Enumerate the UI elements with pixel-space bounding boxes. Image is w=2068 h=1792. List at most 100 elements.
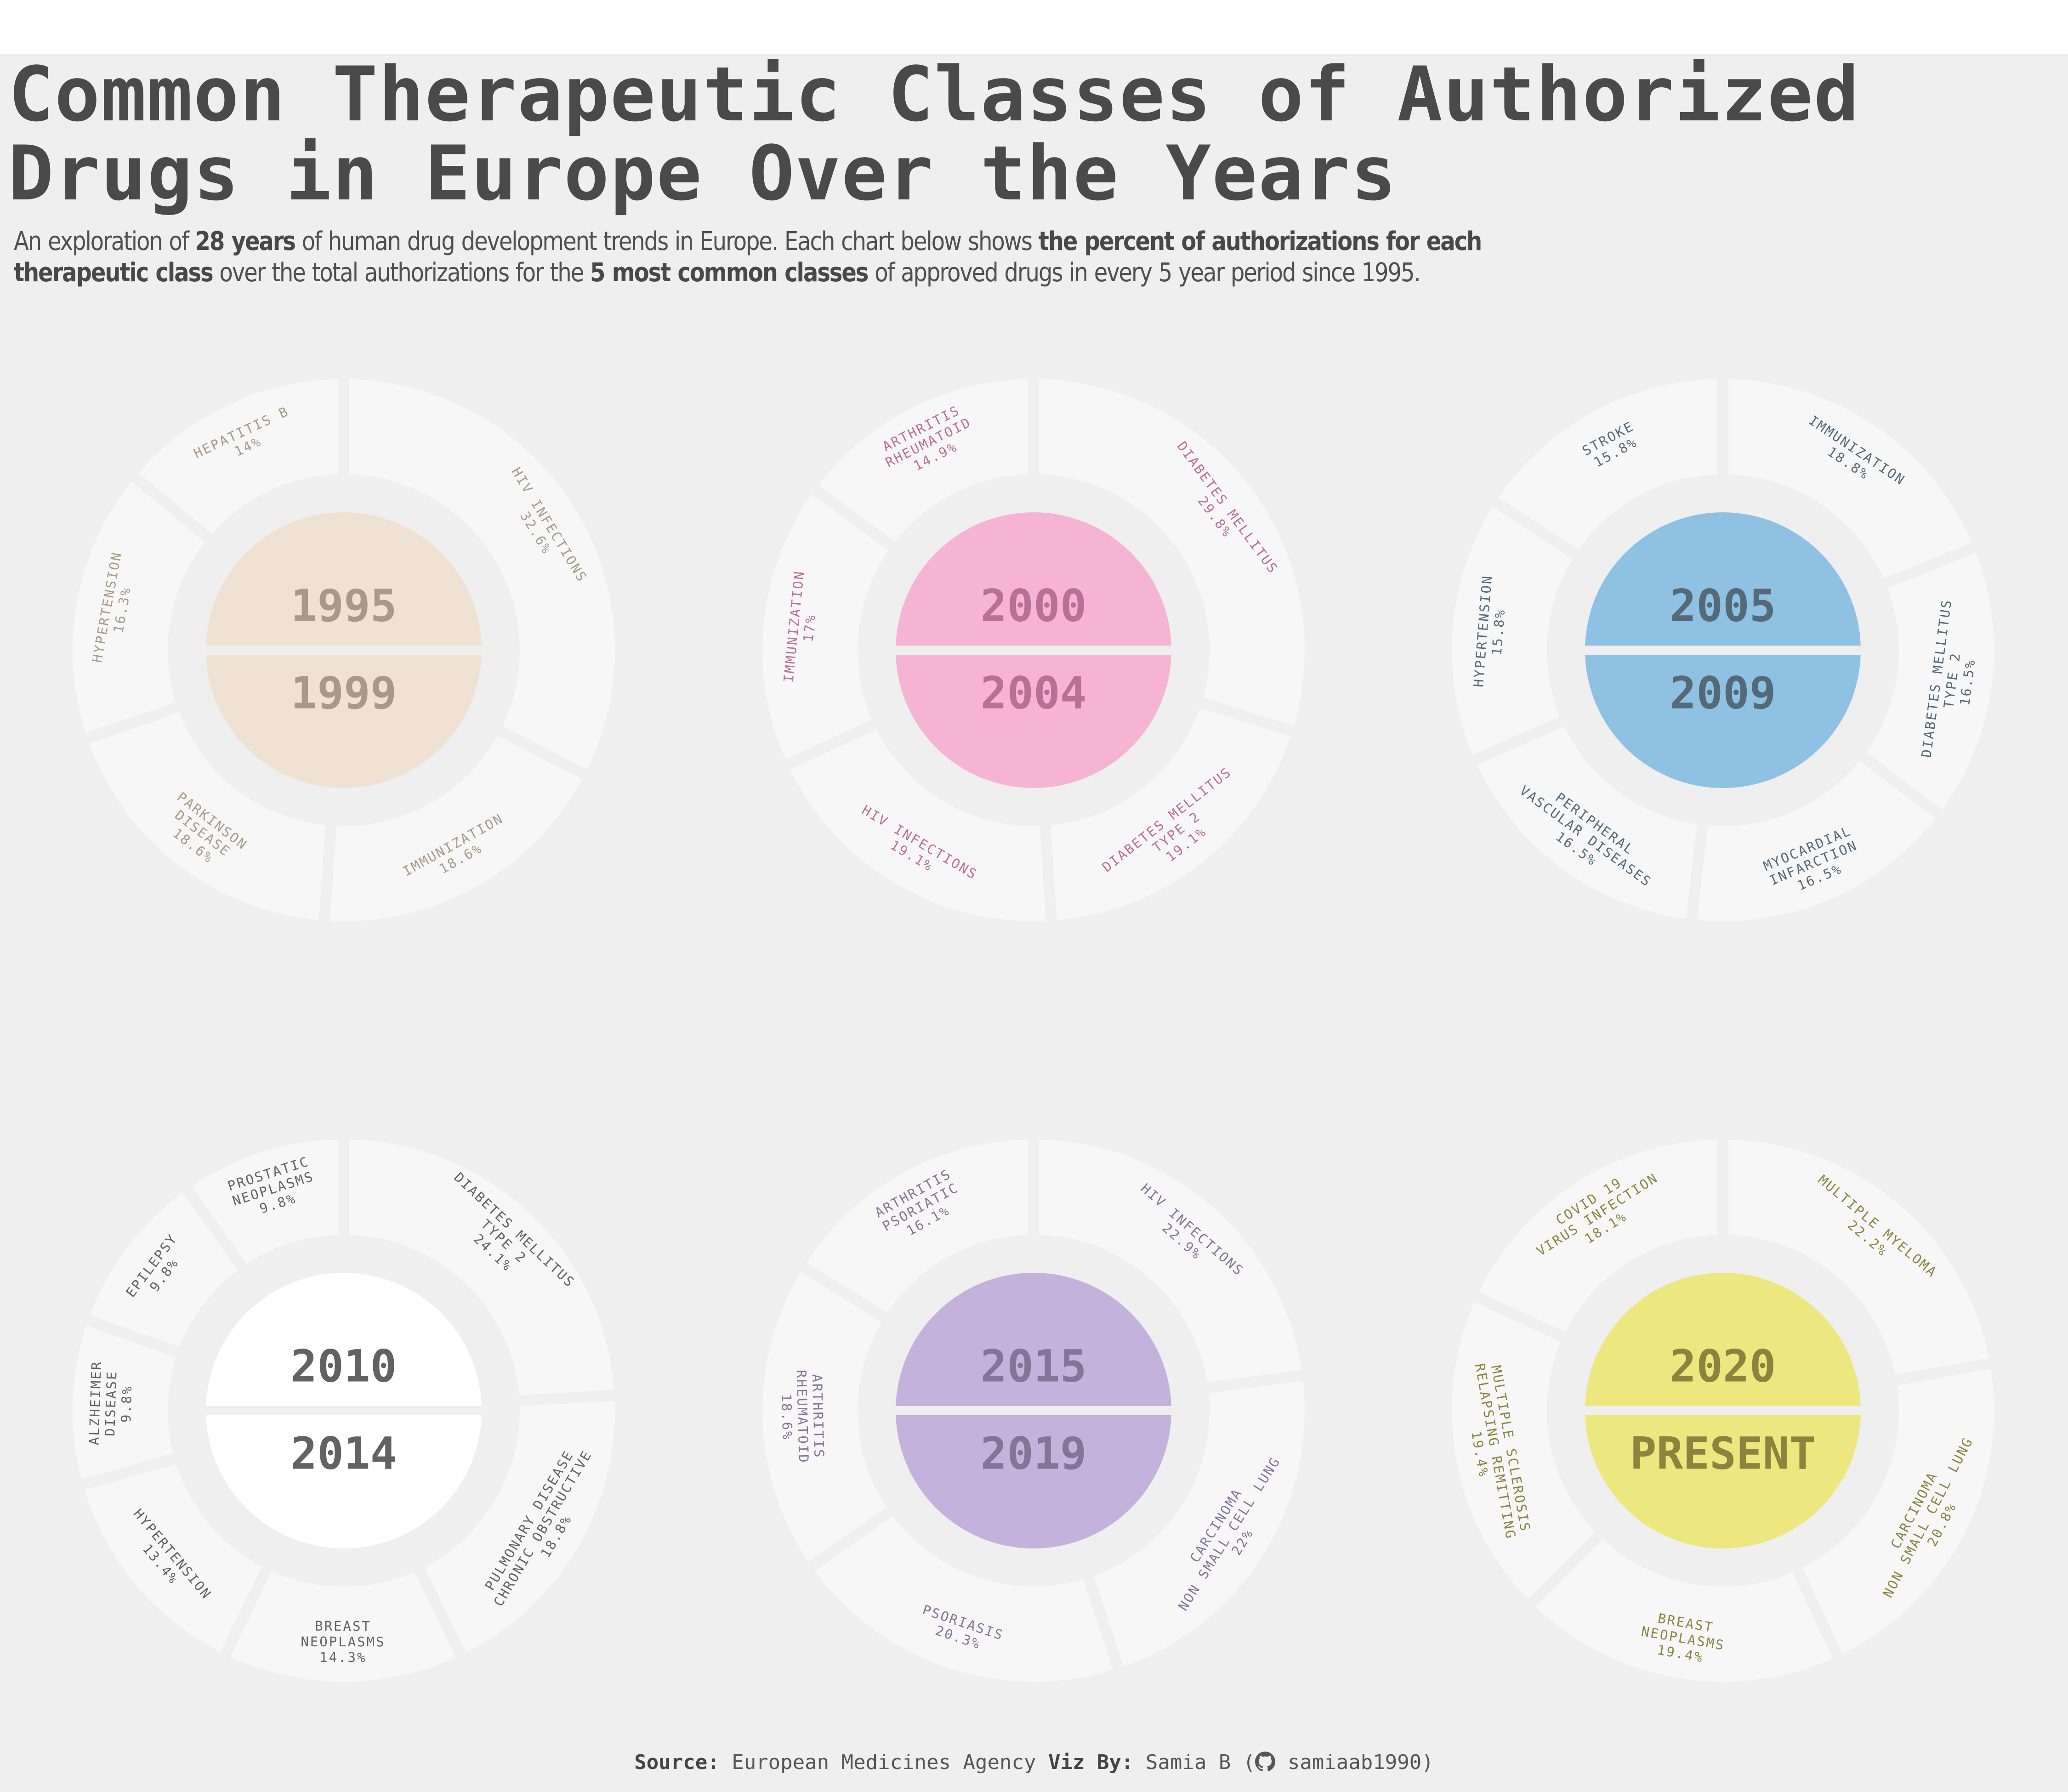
donut-slice — [349, 1140, 614, 1395]
github-icon — [1255, 1752, 1276, 1771]
subtitle-line-1: An exploration of 28 years of human drug… — [14, 226, 1713, 257]
author-name: Samia B ( — [1145, 1751, 1256, 1774]
center-top — [206, 1273, 482, 1406]
donut-slice — [84, 1464, 262, 1652]
donut-slice — [89, 712, 326, 920]
donut-slice — [330, 735, 582, 921]
slice-label-line: 15.8% — [1489, 608, 1508, 656]
slice-label-line: NEOPLASMS — [301, 1634, 385, 1650]
center-bottom — [896, 655, 1171, 788]
period-end: 1999 — [290, 667, 397, 719]
donut-slice — [1477, 726, 1697, 919]
source-label: Source: — [634, 1751, 720, 1774]
donut-slice — [349, 379, 615, 770]
subtitle-bold: therapeutic class — [14, 258, 214, 288]
center-top — [1585, 512, 1861, 646]
slice-label-line: BREAST — [315, 1618, 371, 1634]
subtitle-line-2: therapeutic class over the total authori… — [14, 257, 1713, 289]
donut-slice — [1697, 761, 1936, 921]
donut-slice — [73, 481, 205, 733]
donut-slice — [1452, 507, 1573, 755]
slice-label-line: 17% — [800, 613, 818, 642]
center-bottom — [1585, 1415, 1861, 1548]
viz-by-label: Viz By: — [1048, 1751, 1134, 1774]
center-top — [896, 512, 1171, 646]
page-title: Common Therapeutic Classes of Authorized… — [8, 55, 2053, 213]
period-end: 2014 — [290, 1428, 397, 1479]
subtitle-bold: the percent of authorizations for each — [1038, 227, 1483, 256]
period-start: 2010 — [290, 1340, 397, 1392]
donut-slice — [90, 1192, 238, 1347]
donut-slice — [1499, 379, 1718, 550]
donut-chart-1995: HIV INFECTIONS32.6%IMMUNIZATION18.6%PARK… — [73, 379, 615, 921]
top-band — [0, 0, 2068, 54]
slice-label-line: ARTHRITIS — [809, 1374, 827, 1459]
title-line-1: Common Therapeutic Classes of Authorized — [8, 51, 1860, 138]
donut-slice — [1728, 379, 1972, 578]
subtitle-text: of human drug development trends in Euro… — [295, 227, 1039, 256]
donut-slice — [1802, 1369, 1994, 1654]
slice-label-line: 14.3% — [319, 1650, 366, 1665]
center-top — [206, 512, 482, 646]
source-name: European Medicines Agency — [732, 1751, 1036, 1774]
subtitle-text: over the total authorizations for the — [212, 258, 590, 288]
donut-slice — [1051, 708, 1291, 920]
period-end: 2009 — [1670, 667, 1776, 719]
slice-label-line: RHEUMATOID — [793, 1370, 811, 1464]
subtitle-text: of approved drugs in every 5 year period… — [868, 258, 1421, 288]
center-bottom — [206, 655, 482, 788]
donut-slice — [1535, 1539, 1833, 1682]
title-line-2: Drugs in Europe Over the Years — [8, 130, 1398, 217]
period-start: 2005 — [1670, 580, 1776, 631]
donut-slice — [790, 729, 1046, 921]
period-end: PRESENT — [1630, 1428, 1816, 1479]
slice-label-line: 9.8% — [118, 1385, 135, 1423]
page-subtitle: An exploration of 28 years of human drug… — [14, 226, 1713, 289]
slice-label-line: 18.6% — [778, 1394, 795, 1441]
subtitle-bold: 5 most common classes — [590, 258, 869, 288]
period-end: 2019 — [980, 1428, 1086, 1479]
donut-slice — [138, 379, 339, 534]
donut-slice — [1866, 552, 1994, 810]
donut-slice — [818, 379, 1028, 542]
period-start: 2020 — [1670, 1340, 1776, 1392]
donut-slice — [424, 1401, 615, 1653]
footer-credits: Source: European Medicines Agency Viz By… — [0, 1750, 2068, 1775]
subtitle-text: An exploration of — [14, 227, 195, 256]
period-start: 2015 — [980, 1340, 1086, 1392]
center-top — [1585, 1273, 1861, 1406]
center-bottom — [896, 1415, 1171, 1548]
author-handle: samiaab1990) — [1287, 1751, 1434, 1774]
subtitle-bold: 28 years — [195, 227, 296, 256]
donut-slice — [1039, 379, 1305, 726]
donut-slice — [1093, 1381, 1305, 1667]
donut-slice — [230, 1571, 456, 1682]
donut-slice — [72, 1325, 176, 1480]
slice-label-line: ALZHEIMER — [86, 1360, 104, 1445]
period-start: 2000 — [980, 580, 1086, 631]
donut-slice — [807, 1140, 1028, 1313]
center-bottom — [206, 1415, 482, 1548]
donut-slice — [814, 1516, 1113, 1682]
center-top — [896, 1273, 1171, 1406]
period-start: 1995 — [290, 580, 397, 631]
donut-slice — [1479, 1140, 1718, 1332]
donut-slice — [192, 1140, 339, 1264]
donut-slice — [762, 1271, 886, 1562]
slice-label-line: DISEASE — [102, 1370, 119, 1436]
period-end: 2004 — [980, 667, 1086, 719]
center-bottom — [1585, 655, 1861, 788]
donut-slice — [762, 494, 889, 760]
donut-slice — [1728, 1140, 1989, 1375]
donut-slice — [1452, 1302, 1595, 1599]
